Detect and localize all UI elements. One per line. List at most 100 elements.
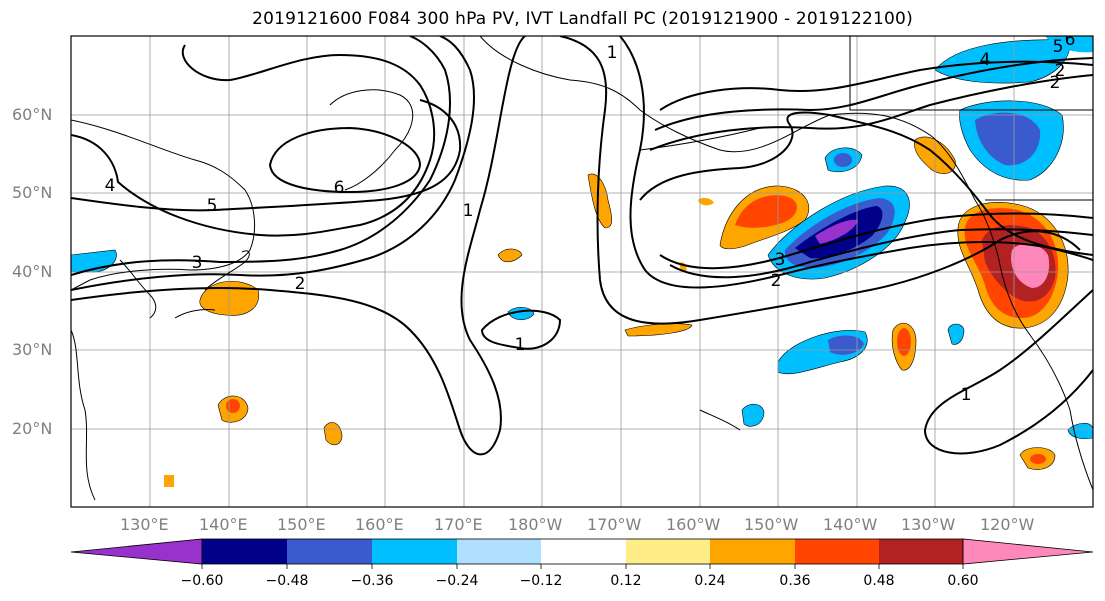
contour-label: 5 (1053, 37, 1064, 57)
colorbar-tick-label: 0.12 (610, 573, 642, 589)
anomaly-positive (497, 248, 523, 263)
anomaly-positive (323, 422, 343, 446)
anomaly-positive (587, 173, 613, 229)
contour-labels: 6 5 4 3 2 1 1 1 2 3 4 5 2 6 1 2 (105, 36, 1076, 405)
pv-contour-1 (71, 36, 526, 456)
coastline-asia (71, 119, 255, 291)
anomaly-positive (226, 399, 240, 413)
pv-contour-2-east (619, 36, 1093, 289)
lon-label: 170°W (587, 515, 642, 534)
shading-layer (71, 36, 1093, 487)
pv-contour-jet (639, 111, 1093, 256)
lon-label: 130°W (901, 515, 956, 534)
lon-label: 140°W (823, 515, 878, 534)
coastline-kamchatka (329, 89, 414, 191)
anomaly-positive (897, 328, 911, 356)
pv-contour-1-small (480, 309, 562, 350)
contour-label: 1 (463, 201, 474, 221)
pv-contour-1-east (559, 36, 1081, 325)
pv-contour-2 (71, 36, 476, 291)
lat-label: 20°N (12, 419, 53, 438)
anomaly-positive (624, 323, 693, 337)
colorbar-bin (626, 539, 710, 564)
colorbar-tick-label: 0.60 (947, 573, 979, 589)
colorbar-tick-label: −0.24 (435, 573, 479, 589)
lon-label: 120°W (980, 515, 1035, 534)
colorbar-bin (287, 539, 372, 564)
lat-label: 60°N (12, 105, 53, 124)
map-border (70, 35, 1094, 508)
colorbar-bin (541, 539, 626, 564)
lat-label: 50°N (12, 183, 53, 202)
contour-label: 4 (980, 50, 991, 70)
colorbar-tick-label: 0.36 (779, 573, 811, 589)
graticule (71, 36, 1093, 507)
contour-label: 1 (607, 43, 618, 63)
lon-label: 160°W (666, 515, 721, 534)
coastline-west-edge (71, 329, 96, 501)
anomaly-positive (1011, 243, 1050, 288)
colorbar (70, 538, 1094, 569)
pv-contour-1-south (923, 289, 1093, 455)
colorbar-bin (372, 539, 457, 564)
contour-label: 5 (207, 196, 218, 216)
pv-contour-4 (71, 44, 436, 237)
contour-label: 3 (775, 250, 786, 270)
anomaly-negative (975, 112, 1041, 166)
map-title: 2019121600 F084 300 hPa PV, IVT Landfall… (252, 9, 913, 29)
coastline-alaska (479, 36, 976, 201)
lon-label: 130°E (120, 515, 169, 534)
pv-contour-jet-2 (659, 212, 1093, 270)
contour-label: 6 (334, 178, 345, 198)
anomaly-negative (815, 219, 858, 244)
lon-label: 150°E (277, 515, 326, 534)
colorbar-bin (202, 539, 287, 564)
colorbar-tick-label: −0.36 (350, 573, 394, 589)
contour-label: 2 (771, 271, 782, 291)
colorbar-tick-label: 0.48 (863, 573, 895, 589)
coastline-korea (119, 259, 157, 319)
contour-label: 1 (961, 385, 972, 405)
pv-contour-4-east (654, 57, 1093, 131)
anomaly-positive (698, 197, 714, 206)
colorbar-tick-label: −0.48 (265, 573, 309, 589)
coastlines (71, 36, 1093, 501)
colorbar-tick-label: −0.12 (519, 573, 563, 589)
contour-label: 2 (295, 274, 306, 294)
colorbar-bin (879, 539, 963, 564)
colorbar-bin (457, 539, 541, 564)
pv-contour-3 (71, 36, 451, 276)
lon-label: 140°E (199, 515, 248, 534)
pv-contours (71, 36, 1093, 456)
lon-label: 150°W (744, 515, 799, 534)
lon-label: 180°W (508, 515, 563, 534)
colorbar-extend-min (70, 538, 203, 565)
anomaly-negative (1067, 422, 1093, 440)
contour-label: 1 (515, 335, 526, 355)
canada-boundary (849, 36, 1093, 111)
colorbar-tick-label: 0.24 (694, 573, 726, 589)
lat-label: 30°N (12, 340, 53, 359)
pv-contour-5-east (649, 74, 1093, 151)
colorbar-tick-label: −0.60 (180, 573, 224, 589)
lon-label: 170°E (434, 515, 483, 534)
pv-contour-jet-3 (669, 228, 1093, 279)
colorbar-bin (710, 539, 795, 564)
anomaly-positive (735, 195, 798, 228)
contour-label: 2 (1050, 73, 1061, 93)
lon-label: 160°E (355, 515, 404, 534)
anomaly-negative (1045, 36, 1093, 53)
anomaly-positive (1030, 454, 1046, 464)
colorbar-bin (795, 539, 879, 564)
contour-label: 3 (192, 253, 203, 273)
coastline-na-west (974, 199, 1093, 491)
colorbar-extend-max (962, 538, 1094, 565)
anomaly-negative (947, 323, 965, 345)
contour-label: 2 (1055, 61, 1066, 81)
pv-contour-6 (268, 126, 422, 194)
coastline-hawaii (699, 409, 741, 431)
pv-contour-3-east (659, 60, 1093, 111)
contour-label: 4 (105, 176, 116, 196)
anomaly-negative (741, 403, 765, 427)
